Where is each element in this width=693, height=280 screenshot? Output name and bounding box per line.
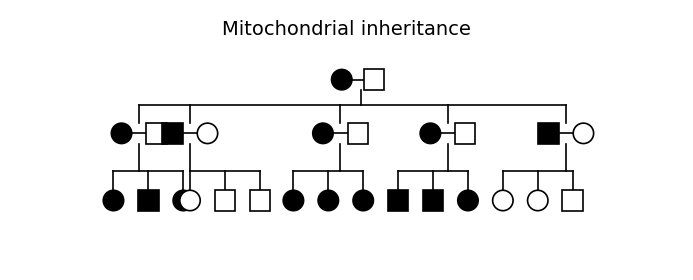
Circle shape (458, 190, 478, 211)
Bar (348, 123, 368, 144)
Circle shape (198, 123, 218, 144)
Circle shape (283, 190, 304, 211)
Circle shape (331, 69, 352, 90)
Circle shape (103, 190, 123, 211)
Bar (146, 123, 166, 144)
Bar (388, 190, 408, 211)
Circle shape (313, 123, 333, 144)
Circle shape (112, 123, 132, 144)
Circle shape (173, 190, 193, 211)
Bar (455, 123, 475, 144)
Bar (215, 190, 235, 211)
Circle shape (318, 190, 338, 211)
Circle shape (527, 190, 548, 211)
Bar (364, 69, 384, 90)
Circle shape (493, 190, 513, 211)
Circle shape (353, 190, 374, 211)
Circle shape (420, 123, 441, 144)
Circle shape (573, 123, 594, 144)
Bar (138, 190, 159, 211)
Circle shape (179, 190, 200, 211)
Bar (423, 190, 444, 211)
Bar (563, 190, 583, 211)
Text: Mitochondrial inheritance: Mitochondrial inheritance (222, 20, 471, 39)
Bar (538, 123, 559, 144)
Bar (162, 123, 183, 144)
Bar (249, 190, 270, 211)
